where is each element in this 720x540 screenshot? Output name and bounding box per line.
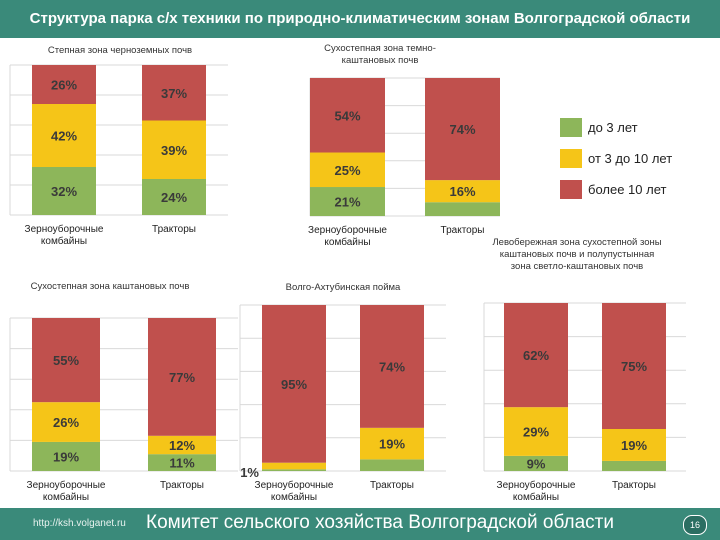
- chart-volga-akhtuba: 1%4%95%Зерноуборочныекомбайны7%19%74%Тра…: [239, 304, 446, 503]
- bar-segment-mid: [32, 402, 100, 442]
- bar-segment-old: [310, 78, 385, 153]
- data-label-mid: 19%: [379, 437, 405, 452]
- data-label-young: 19%: [53, 449, 79, 464]
- data-label-young: 9%: [527, 456, 546, 471]
- data-label-mid: 42%: [51, 129, 77, 144]
- footer-bar: http://ksh.volganet.ru Комитет сельского…: [0, 508, 720, 540]
- x-tick-label: Зерноуборочные комбайны: [25, 223, 104, 247]
- chart-title-steppe-chernozem: Степная зона черноземных почв: [47, 45, 193, 56]
- chart-title-dry-steppe-chestnut: Сухостепная зона каштановых почв: [30, 281, 190, 292]
- legend-swatch-young: [560, 118, 582, 137]
- data-label-young: 32%: [51, 184, 77, 199]
- bar-segment-mid: [310, 152, 385, 188]
- page-title: Структура парка с/х техники по природно-…: [0, 0, 720, 38]
- bar-segment-young: [262, 469, 326, 471]
- data-label-old: 54%: [334, 108, 360, 123]
- bar-segment-young: [32, 167, 96, 215]
- data-label-old: 75%: [621, 359, 647, 374]
- footer-organization: Комитет сельского хозяйства Волгоградско…: [146, 512, 614, 533]
- data-label-mid: 12%: [169, 438, 195, 453]
- bar-segment-mid: [504, 407, 568, 456]
- x-tick-label: Зерноуборочные комбайны: [497, 479, 576, 503]
- x-tick-label: Тракторы: [370, 480, 414, 491]
- chart-dry-steppe-dark-chestnut: 21%25%54%Зерноуборочныекомбайны10%16%74%…: [308, 77, 500, 248]
- chart-legend: до 3 лет от 3 до 10 лет более 10 лет: [560, 118, 672, 211]
- legend-item-mid: от 3 до 10 лет: [560, 149, 672, 168]
- bar-segment-mid: [425, 180, 500, 203]
- bar-segment-old: [602, 303, 666, 429]
- data-label-old: 74%: [449, 122, 475, 137]
- data-label-mid: 39%: [161, 143, 187, 158]
- bar-segment-mid: [262, 462, 326, 470]
- page-number-badge: 16: [683, 515, 707, 535]
- bar-segment-old: [148, 318, 216, 436]
- x-tick-label: Тракторы: [152, 224, 196, 235]
- data-label-young: 24%: [161, 190, 187, 205]
- bar-segment-mid: [142, 120, 206, 179]
- bar-segment-young: [310, 187, 385, 216]
- chart-title-dry-steppe-dark-chestnut: Сухостепная зона темно-каштановых почв: [324, 43, 436, 66]
- bar-segment-young: [148, 454, 216, 471]
- legend-item-young: до 3 лет: [560, 118, 672, 137]
- bar-segment-old: [360, 305, 424, 428]
- x-tick-label: Тракторы: [160, 480, 204, 491]
- legend-swatch-old: [560, 180, 582, 199]
- data-label-old: 26%: [51, 78, 77, 93]
- bar-segment-mid: [360, 427, 424, 460]
- bar-segment-old: [504, 303, 568, 408]
- data-label-old: 77%: [169, 370, 195, 385]
- data-label-young: 11%: [169, 456, 195, 471]
- bar-segment-old: [32, 318, 100, 403]
- chart-title-volga-akhtuba: Волго-Ахтубинская пойма: [285, 282, 401, 293]
- chart-left-bank: 9%29%62%Зерноуборочныекомбайны6%19%75%Тр…: [483, 302, 686, 503]
- bar-segment-old: [425, 78, 500, 181]
- bar-segment-young: [602, 460, 666, 471]
- data-label-mid: 26%: [53, 415, 79, 430]
- bar-segment-mid: [148, 435, 216, 455]
- legend-swatch-mid: [560, 149, 582, 168]
- x-tick-label: Тракторы: [441, 225, 485, 236]
- x-tick-label: Зерноуборочные комбайны: [308, 224, 387, 248]
- chart-steppe-chernozem: 32% 42% 26% Зерноуборочные комбайны 24% 39% 37%…: [9, 64, 228, 247]
- bar-segment-young: [425, 202, 500, 216]
- bar-segment-old: [262, 305, 326, 463]
- bar-segment-old: [142, 65, 206, 121]
- bar-segment-young: [32, 441, 100, 471]
- data-label-young: 1%: [240, 465, 259, 480]
- bar-segment-young: [504, 455, 568, 471]
- data-label-mid: 29%: [523, 425, 549, 440]
- data-label-mid: 16%: [449, 184, 475, 199]
- x-tick-label: Тракторы: [612, 480, 656, 491]
- legend-label-young: до 3 лет: [588, 120, 638, 135]
- chart-dry-steppe-chestnut: 19% 26% 55% Зерноуборочные комбайны 11% 12% 77%…: [9, 317, 238, 503]
- legend-item-old: более 10 лет: [560, 180, 672, 199]
- data-label-old: 55%: [53, 353, 79, 368]
- bar-segment-young: [142, 179, 206, 215]
- x-tick-label: Зерноуборочные комбайны: [27, 479, 106, 503]
- legend-label-old: более 10 лет: [588, 182, 667, 197]
- data-label-old: 62%: [523, 348, 549, 363]
- data-label-mid: 19%: [621, 438, 647, 453]
- data-label-young: 21%: [334, 195, 360, 210]
- bar-segment-young: [360, 459, 424, 471]
- data-label-old: 74%: [379, 359, 405, 374]
- data-label-old: 37%: [161, 86, 187, 101]
- data-label-mid: 25%: [334, 163, 360, 178]
- bar-segment-mid: [32, 104, 96, 167]
- bar-segment-mid: [602, 429, 666, 461]
- chart-title-left-bank: Левобережная зона сухостепной зоны кашта…: [492, 237, 662, 272]
- footer-url-link[interactable]: http://ksh.volganet.ru: [33, 518, 126, 529]
- bar-segment-old: [32, 65, 96, 104]
- legend-label-mid: от 3 до 10 лет: [588, 151, 673, 166]
- x-tick-label: Зерноуборочные комбайны: [255, 479, 334, 503]
- data-label-old: 95%: [281, 377, 307, 392]
